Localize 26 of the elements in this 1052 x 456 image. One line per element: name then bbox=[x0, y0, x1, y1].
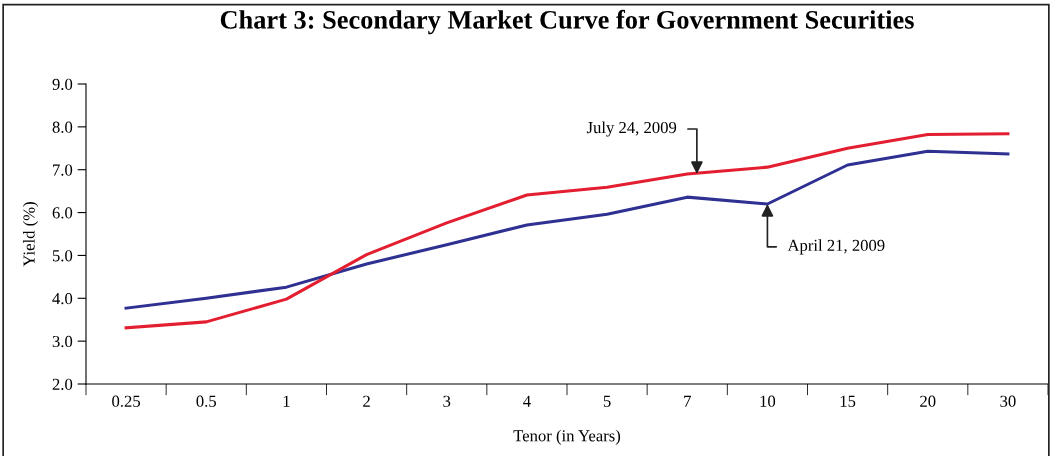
y-axis-title: Yield (%) bbox=[22, 202, 39, 267]
x-tick-label: 0.5 bbox=[196, 395, 217, 407]
x-tick-label: 1 bbox=[283, 395, 290, 407]
x-tick-label: 15 bbox=[840, 395, 856, 407]
x-tick-label: 5 bbox=[603, 395, 611, 407]
x-tick-label: 10 bbox=[760, 395, 776, 407]
y-tick-label: 3.0 bbox=[52, 335, 73, 348]
y-tick-label: 8.0 bbox=[52, 121, 73, 133]
y-tick-label: 7.0 bbox=[53, 164, 73, 176]
x-tick-label: 30 bbox=[1000, 395, 1016, 407]
x-tick-label: 3 bbox=[443, 395, 451, 407]
y-tick-label: 6.0 bbox=[52, 207, 73, 219]
chart-title: Chart 3: Secondary Market Curve for Government Securities bbox=[220, 9, 914, 35]
x-axis-title: Tenor (in Years) bbox=[513, 429, 621, 445]
annotation: April 21, 2009 bbox=[787, 239, 885, 255]
y-tick-label: 9.0 bbox=[52, 78, 73, 91]
x-tick-label: 7 bbox=[684, 395, 691, 407]
line-series bbox=[124, 149, 1010, 310]
x-tick-label: 2 bbox=[363, 395, 370, 407]
x-tick-label: 0.25 bbox=[112, 395, 141, 407]
x-tick-label: 20 bbox=[920, 395, 936, 407]
x-tick-label: 4 bbox=[523, 395, 531, 407]
y-tick-label: 2.0 bbox=[52, 378, 73, 391]
annotation: July 24, 2009 bbox=[586, 121, 677, 137]
y-tick-label: 4.0 bbox=[52, 292, 73, 305]
y-tick-label: 5.0 bbox=[52, 250, 73, 262]
